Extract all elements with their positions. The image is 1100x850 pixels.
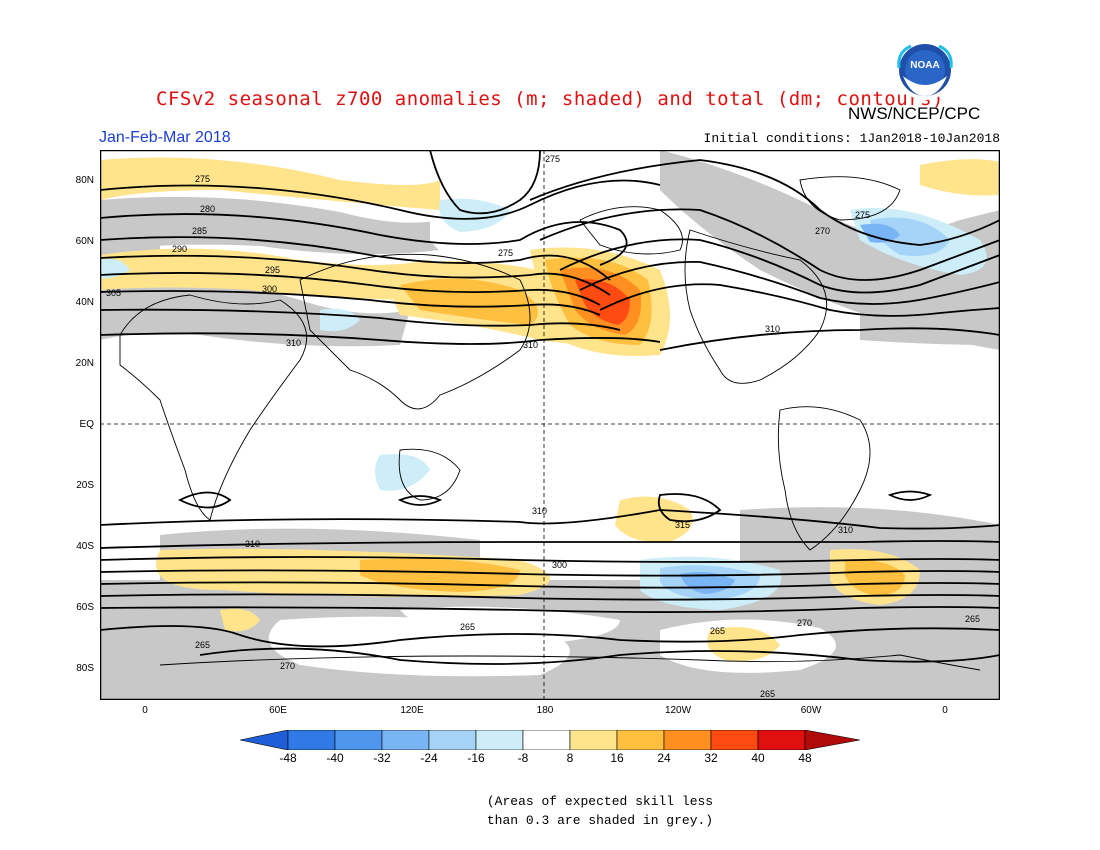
colorbar-swatch-11 xyxy=(757,730,806,750)
colorbar-label: -8 xyxy=(517,751,529,765)
contour-label-310-se: 310 xyxy=(838,525,853,535)
anomaly-map: 275 280 285 290 295 300 305 310 275 275 … xyxy=(100,150,1000,700)
colorbar-swatch-4 xyxy=(428,730,477,750)
colorbar-high-arrow xyxy=(804,730,860,750)
lat-label-80s: 80S xyxy=(76,663,94,674)
lon-label-180: 180 xyxy=(536,705,554,716)
colorbar-swatch-8 xyxy=(616,730,665,750)
contour-label-265-bot: 265 xyxy=(760,689,775,699)
lat-label-20s: 20S xyxy=(76,480,94,491)
contour-label-295: 295 xyxy=(265,265,280,275)
contour-value-labels: 275 280 285 290 295 300 305 310 275 275 … xyxy=(106,154,980,699)
colorbar-swatch-9 xyxy=(663,730,712,750)
contour-label-280: 280 xyxy=(200,204,215,214)
colorbar-label: -16 xyxy=(467,751,485,765)
contour-label-315-s: 315 xyxy=(675,520,690,530)
noaa-logo: NOAA xyxy=(895,40,955,100)
lat-label-80n: 80N xyxy=(75,175,94,186)
colorbar-label: 8 xyxy=(566,751,574,765)
agency-label: NWS/NCEP/CPC xyxy=(848,104,981,123)
colorbar-label: -40 xyxy=(326,751,344,765)
lon-label-120w: 120W xyxy=(664,705,692,716)
lon-label-0: 0 xyxy=(142,705,148,716)
contour-label-270-se: 270 xyxy=(797,618,812,628)
height-contours xyxy=(100,150,1000,665)
contour-label-300-s: 300 xyxy=(552,560,567,570)
contour-label-265-se: 265 xyxy=(965,614,980,624)
lon-label-0-east: 0 xyxy=(942,705,948,716)
skill-note: (Areas of expected skill less than 0.3 a… xyxy=(470,792,730,830)
contour-label-270-atl: 270 xyxy=(815,226,830,236)
colorbar-label: 32 xyxy=(704,751,718,765)
lon-label-120e: 120E xyxy=(400,705,424,716)
contour-label-310-pac: 310 xyxy=(523,340,538,350)
colorbar-swatch-3 xyxy=(381,730,430,750)
contour-label-265-sm: 265 xyxy=(710,626,725,636)
svg-text:NOAA: NOAA xyxy=(910,60,939,71)
colorbar-label: -48 xyxy=(279,751,297,765)
contour-label-275: 275 xyxy=(195,174,210,184)
colorbar-swatch-1 xyxy=(287,730,336,750)
colorbar-label: 40 xyxy=(751,751,765,765)
skill-note-line-1: (Areas of expected skill less xyxy=(486,794,714,809)
skill-note-line-2: than 0.3 are shaded in grey.) xyxy=(486,813,714,828)
contour-label-285: 285 xyxy=(192,226,207,236)
lat-label-60n: 60N xyxy=(75,236,94,247)
colorbar-low-arrow xyxy=(240,730,289,750)
contour-label-305: 305 xyxy=(106,288,121,298)
initial-conditions: Initial conditions: 1Jan2018-10Jan2018 xyxy=(703,131,1000,146)
forecast-period: Jan-Feb-Mar 2018 xyxy=(99,129,231,146)
colorbar-label: -32 xyxy=(373,751,391,765)
chart-title: CFSv2 seasonal z700 anomalies (m; shaded… xyxy=(156,88,944,110)
colorbar-swatch-2 xyxy=(334,730,383,750)
contour-label-310-sw: 310 xyxy=(245,539,260,549)
contour-label-290: 290 xyxy=(172,244,187,254)
colorbar-swatch-10 xyxy=(710,730,759,750)
negative-anomalies xyxy=(100,198,987,610)
contour-label-275-top: 275 xyxy=(545,154,560,164)
contour-label-310-s: 310 xyxy=(532,506,547,516)
lat-label-40n: 40N xyxy=(75,297,94,308)
lon-label-60e: 60E xyxy=(269,705,287,716)
contour-label-300: 300 xyxy=(262,284,277,294)
colorbar-swatch-6 xyxy=(522,730,571,750)
lat-label-40s: 40S xyxy=(76,541,94,552)
lat-label-20n: 20N xyxy=(75,358,94,369)
contour-label-275-atl: 275 xyxy=(855,210,870,220)
colorbar-label: -24 xyxy=(420,751,438,765)
colorbar-label: 24 xyxy=(657,751,671,765)
contour-label-270-s: 270 xyxy=(280,661,295,671)
colorbar-label: 16 xyxy=(610,751,624,765)
lat-label-eq: EQ xyxy=(79,419,94,430)
colorbar-label: 48 xyxy=(798,751,812,765)
lon-label-60w: 60W xyxy=(800,705,822,716)
colorbar-swatch-7 xyxy=(569,730,618,750)
contour-label-310-atl: 310 xyxy=(765,324,780,334)
contour-label-265-sw: 265 xyxy=(195,640,210,650)
colorbar-swatch-5 xyxy=(475,730,524,750)
contour-label-310: 310 xyxy=(286,338,301,348)
continent-outlines xyxy=(119,176,981,671)
contour-label-275-pac: 275 xyxy=(498,248,513,258)
lat-label-60s: 60S xyxy=(76,602,94,613)
contour-label-265-s: 265 xyxy=(460,622,475,632)
color-scale-bar xyxy=(240,730,860,750)
